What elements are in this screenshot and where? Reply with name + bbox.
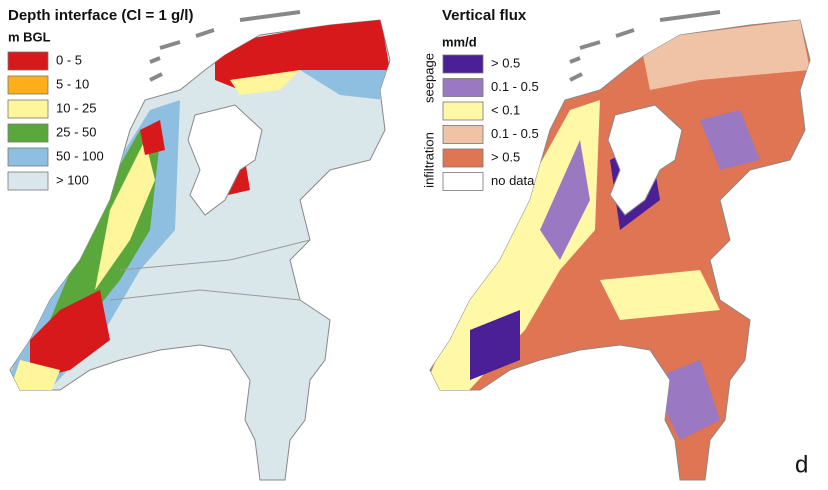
legend-swatch [7,123,49,143]
legend-label: 5 - 10 [56,76,89,91]
legend-swatch [7,51,49,71]
legend-label: 25 - 50 [56,124,96,139]
infiltration-label: infiltration [421,132,436,188]
legend-swatch [7,75,49,95]
legend-label: < 0.1 [491,102,520,117]
legend-swatch [442,148,484,168]
legend-swatch [442,172,484,191]
left-unit: m BGL [8,29,51,44]
panel-label: d [795,451,808,478]
legend-label: > 0.5 [491,55,520,70]
seepage-label: seepage [421,53,436,103]
legend-label: 0.1 - 0.5 [491,79,539,94]
right-legend: > 0.5 0.1 - 0.5 < 0.1 0.1 - 0.5 > 0.5 no data [442,54,539,191]
legend-label: 0.1 - 0.5 [491,126,539,141]
legend-label: 0 - 5 [56,52,82,67]
legend-swatch [7,99,49,119]
legend-label: > 100 [56,172,89,187]
legend-label: 10 - 25 [56,100,96,115]
legend-swatch [442,78,484,97]
legend-swatch [442,54,484,74]
right-title: Vertical flux [442,7,527,24]
legend-label: 50 - 100 [56,148,104,163]
legend-label: > 0.5 [491,149,520,164]
left-title: Depth interface (Cl = 1 g/l) [8,7,193,24]
left-legend: 0 - 5 5 - 10 10 - 25 25 - 50 50 - 100 > 100 [7,51,104,191]
left-map [9,10,391,481]
legend-label: no data [491,173,535,188]
right-map [429,10,811,481]
legend-swatch [7,171,49,191]
legend-swatch [442,125,484,144]
legend-swatch [442,101,484,121]
right-unit: mm/d [442,34,477,49]
legend-swatch [7,147,49,167]
